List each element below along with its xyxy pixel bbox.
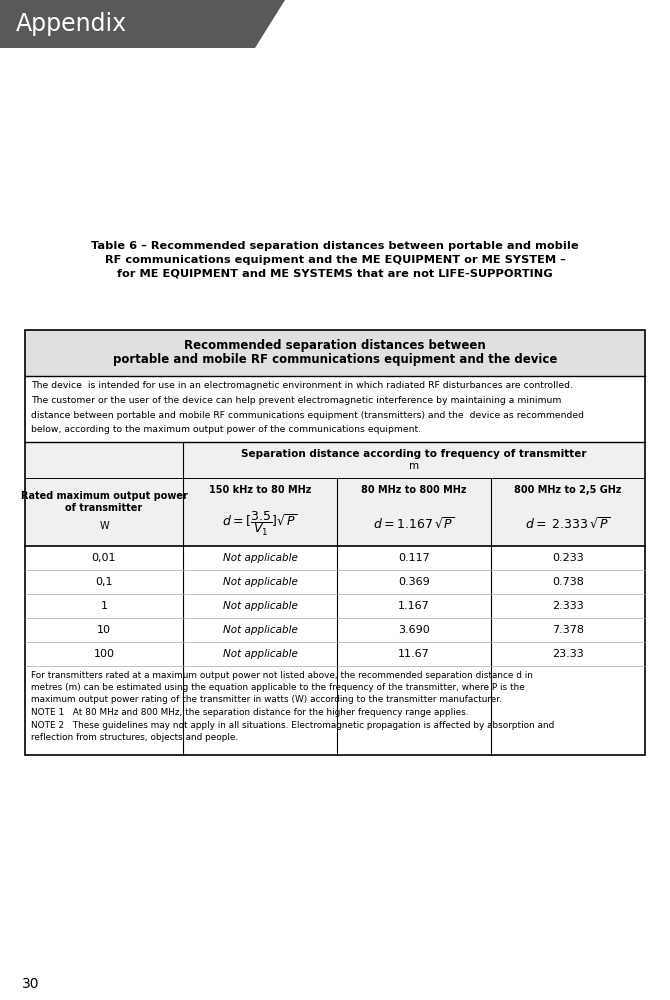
Bar xyxy=(25,546,645,570)
Text: 30: 30 xyxy=(22,977,40,991)
Text: 0.738: 0.738 xyxy=(552,577,584,587)
Text: 11.67: 11.67 xyxy=(398,649,430,659)
Text: Rated maximum output power: Rated maximum output power xyxy=(21,491,188,501)
Text: reflection from structures, objects and people.: reflection from structures, objects and … xyxy=(31,733,238,742)
Bar xyxy=(25,570,645,594)
Text: 0,01: 0,01 xyxy=(92,553,117,563)
Text: 0,1: 0,1 xyxy=(95,577,113,587)
Text: Appendix: Appendix xyxy=(16,12,127,36)
Bar xyxy=(25,666,645,755)
Text: below, according to the maximum output power of the communications equipment.: below, according to the maximum output p… xyxy=(31,425,421,434)
Text: distance between portable and mobile RF communications equipment (transmitters) : distance between portable and mobile RF … xyxy=(31,410,584,420)
Bar xyxy=(25,442,645,478)
Text: for ME EQUIPMENT and ME SYSTEMS that are not LIFE-SUPPORTING: for ME EQUIPMENT and ME SYSTEMS that are… xyxy=(117,269,553,279)
Text: 1.167: 1.167 xyxy=(398,601,430,611)
Text: 0.369: 0.369 xyxy=(398,577,430,587)
Text: W: W xyxy=(99,521,109,531)
Text: m: m xyxy=(409,461,419,471)
Text: The device  is intended for use in an electromagnetic environment in which radia: The device is intended for use in an ele… xyxy=(31,381,573,390)
Text: NOTE 2   These guidelines may not apply in all situations. Electromagnetic propa: NOTE 2 These guidelines may not apply in… xyxy=(31,720,554,730)
Text: Not applicable: Not applicable xyxy=(222,601,297,611)
Bar xyxy=(25,594,645,618)
Text: 23.33: 23.33 xyxy=(552,649,584,659)
Text: 80 MHz to 800 MHz: 80 MHz to 800 MHz xyxy=(361,485,467,495)
Text: 150 kHz to 80 MHz: 150 kHz to 80 MHz xyxy=(209,485,311,495)
Text: The customer or the user of the device can help prevent electromagnetic interfer: The customer or the user of the device c… xyxy=(31,396,561,405)
Bar xyxy=(25,376,645,442)
Text: Not applicable: Not applicable xyxy=(222,577,297,587)
Text: For transmitters rated at a maximum output power not listed above, the recommend: For transmitters rated at a maximum outp… xyxy=(31,670,533,680)
Text: Not applicable: Not applicable xyxy=(222,625,297,635)
Text: 100: 100 xyxy=(94,649,115,659)
Text: 0.117: 0.117 xyxy=(398,553,430,563)
Text: Separation distance according to frequency of transmitter: Separation distance according to frequen… xyxy=(241,449,587,459)
Text: Recommended separation distances between: Recommended separation distances between xyxy=(184,340,486,353)
Text: $d = 1.167\,\sqrt{P}$: $d = 1.167\,\sqrt{P}$ xyxy=(373,516,455,532)
Text: 800 MHz to 2,5 GHz: 800 MHz to 2,5 GHz xyxy=(515,485,622,495)
Text: 10: 10 xyxy=(97,625,111,635)
Bar xyxy=(25,478,645,546)
Text: Table 6 – Recommended separation distances between portable and mobile: Table 6 – Recommended separation distanc… xyxy=(91,241,579,251)
Text: 2.333: 2.333 xyxy=(552,601,584,611)
Text: metres (m) can be estimated using the equation applicable to the frequency of th: metres (m) can be estimated using the eq… xyxy=(31,683,525,692)
Text: $d =\; 2.333\,\sqrt{P}$: $d =\; 2.333\,\sqrt{P}$ xyxy=(525,516,610,532)
Text: Not applicable: Not applicable xyxy=(222,553,297,563)
Bar xyxy=(25,642,645,666)
Text: 7.378: 7.378 xyxy=(552,625,584,635)
Text: portable and mobile RF communications equipment and the device: portable and mobile RF communications eq… xyxy=(113,354,557,366)
Text: 1: 1 xyxy=(100,601,107,611)
Text: Not applicable: Not applicable xyxy=(222,649,297,659)
Bar xyxy=(25,330,645,376)
Text: maximum output power rating of the transmitter in watts (W) according to the tra: maximum output power rating of the trans… xyxy=(31,696,502,704)
Text: NOTE 1   At 80 MHz and 800 MHz, the separation distance for the higher frequency: NOTE 1 At 80 MHz and 800 MHz, the separa… xyxy=(31,708,468,717)
Bar xyxy=(25,330,645,755)
Text: $d = [\dfrac{3.5}{V_1}]\sqrt{P}$: $d = [\dfrac{3.5}{V_1}]\sqrt{P}$ xyxy=(222,510,297,538)
Text: RF communications equipment and the ME EQUIPMENT or ME SYSTEM –: RF communications equipment and the ME E… xyxy=(105,255,565,265)
Bar xyxy=(25,618,645,642)
Polygon shape xyxy=(0,0,285,48)
Text: 3.690: 3.690 xyxy=(398,625,430,635)
Text: 0.233: 0.233 xyxy=(552,553,584,563)
Text: of transmitter: of transmitter xyxy=(66,503,143,513)
